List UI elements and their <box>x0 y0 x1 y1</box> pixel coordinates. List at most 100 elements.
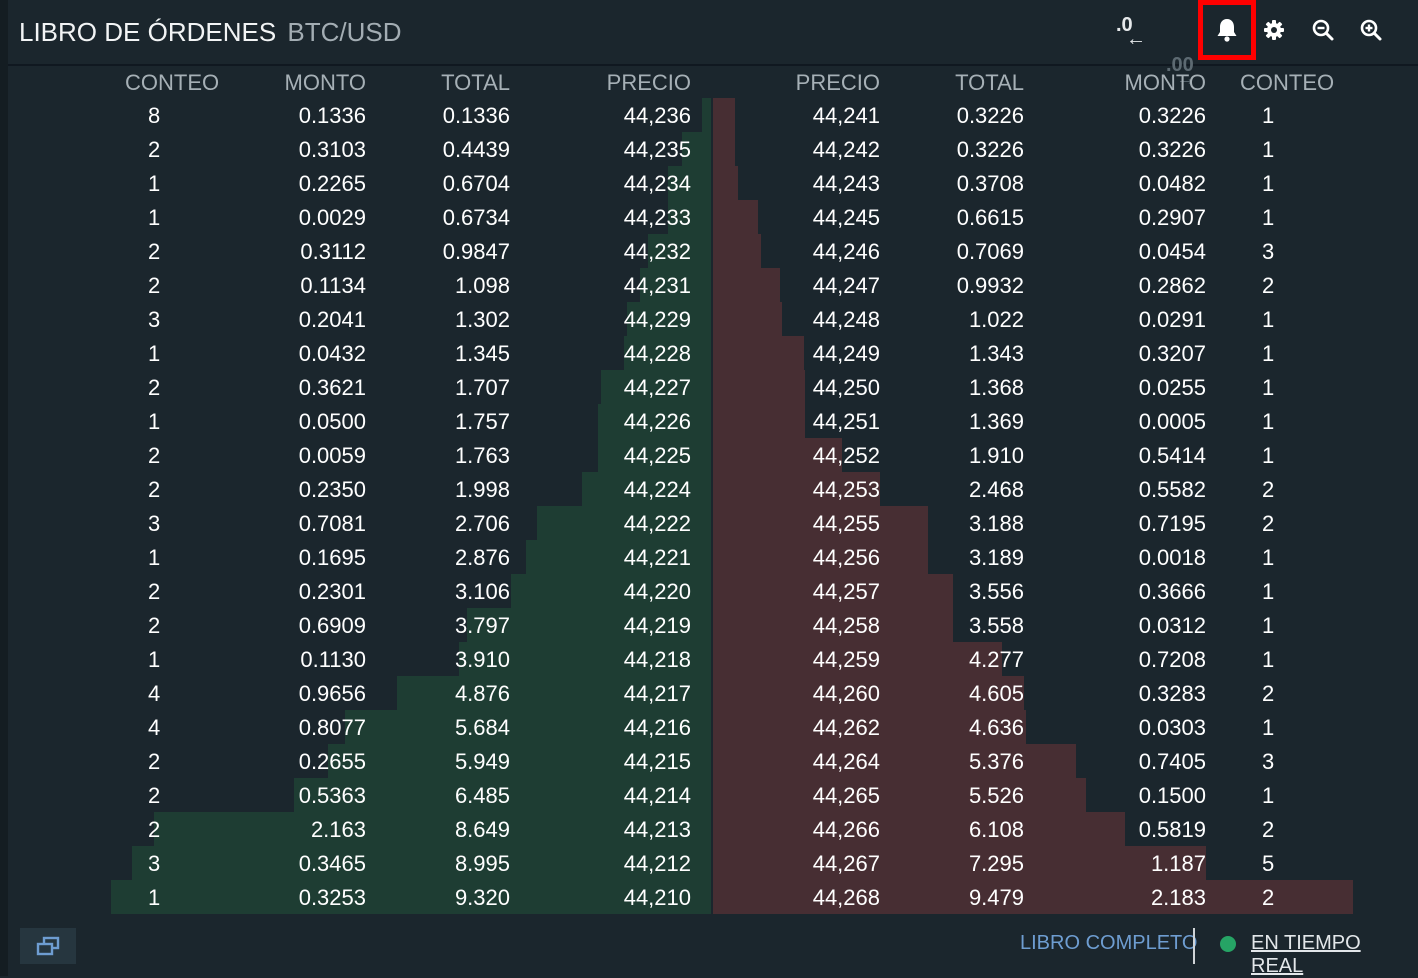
bid-total: 0.1336 <box>442 103 510 128</box>
bid-depth-bar <box>294 778 711 812</box>
bid-total: 8.995 <box>454 851 510 876</box>
ask-count: 1 <box>1262 103 1275 128</box>
ask-depth-bar <box>713 132 735 166</box>
bid-amount: 0.3465 <box>298 851 366 876</box>
zoom-in-button[interactable] <box>1353 10 1389 50</box>
bid-count: 1 <box>148 171 161 196</box>
asks-header-total: TOTAL <box>955 70 1024 95</box>
alerts-button[interactable] <box>1198 0 1256 60</box>
bid-total: 1.098 <box>454 273 510 298</box>
bid-total: 0.6734 <box>442 205 510 230</box>
full-book-link[interactable]: LIBRO COMPLETO <box>1020 932 1198 954</box>
ask-depth-bar <box>713 166 738 200</box>
bid-price: 44,212 <box>623 851 691 876</box>
ask-total: 4.605 <box>968 681 1024 706</box>
bid-total: 0.9847 <box>442 239 510 264</box>
bid-total: 5.684 <box>454 715 510 740</box>
increase-precision-button[interactable]: .00 → <box>1162 50 1198 90</box>
bid-depth-bar <box>328 744 711 778</box>
ask-depth-bar <box>713 880 1353 914</box>
bid-total: 6.485 <box>454 783 510 808</box>
bid-count: 1 <box>148 341 161 366</box>
ask-count: 2 <box>1262 273 1275 298</box>
bid-count: 2 <box>148 817 161 842</box>
bid-total: 5.949 <box>454 749 510 774</box>
bid-price: 44,218 <box>623 647 691 672</box>
ask-depth-bar <box>713 744 1076 778</box>
title-text: LIBRO DE ÓRDENES <box>19 17 277 47</box>
ask-amount: 2.183 <box>1150 885 1206 910</box>
ask-total: 4.277 <box>968 647 1024 672</box>
bid-depth-bar <box>511 574 711 608</box>
arrow-right-icon: → <box>1176 68 1196 90</box>
live-status-dot <box>1220 936 1236 952</box>
zoom-out-button[interactable] <box>1305 10 1341 50</box>
ask-total: 1.343 <box>968 341 1024 366</box>
bid-depth-bar <box>526 540 711 574</box>
ask-price: 44,253 <box>812 477 880 502</box>
bid-total: 0.6704 <box>442 171 510 196</box>
bid-amount: 0.2265 <box>298 171 366 196</box>
panel-title: LIBRO DE ÓRDENES BTC/USD <box>19 17 402 48</box>
ask-total: 1.369 <box>968 409 1024 434</box>
decrease-precision-button[interactable]: .0 ← <box>1112 10 1148 50</box>
popout-button[interactable] <box>20 928 76 964</box>
ask-count: 1 <box>1262 171 1275 196</box>
ask-price: 44,251 <box>812 409 880 434</box>
bid-price: 44,229 <box>623 307 691 332</box>
realtime-link[interactable]: EN TIEMPO REAL <box>1251 932 1361 977</box>
ask-amount: 0.0303 <box>1138 715 1206 740</box>
bid-count: 3 <box>148 851 161 876</box>
ask-total: 5.376 <box>968 749 1024 774</box>
bid-depth-bar <box>668 200 711 234</box>
arrow-left-icon: ← <box>1126 28 1146 50</box>
settings-button[interactable] <box>1256 10 1292 50</box>
bid-depth-bar <box>467 608 711 642</box>
bid-price: 44,225 <box>623 443 691 468</box>
ask-amount: 0.0255 <box>1138 375 1206 400</box>
ask-total: 3.189 <box>968 545 1024 570</box>
bid-depth-bar <box>598 404 711 438</box>
bid-price: 44,213 <box>623 817 691 842</box>
ask-depth-bar <box>713 336 804 370</box>
bid-total: 1.998 <box>454 477 510 502</box>
bid-price: 44,234 <box>623 171 691 196</box>
bid-price: 44,235 <box>623 137 691 162</box>
ask-depth-bar <box>713 642 1002 676</box>
ask-count: 2 <box>1262 885 1275 910</box>
ask-amount: 0.5414 <box>1138 443 1206 468</box>
bid-amount: 0.1336 <box>298 103 366 128</box>
bid-amount: 0.2350 <box>298 477 366 502</box>
ask-total: 1.910 <box>968 443 1024 468</box>
bid-total: 3.797 <box>454 613 510 638</box>
ask-price: 44,255 <box>812 511 880 536</box>
bid-total: 3.910 <box>454 647 510 672</box>
bid-price: 44,214 <box>623 783 691 808</box>
ask-count: 1 <box>1262 375 1275 400</box>
bid-amount: 0.3621 <box>298 375 366 400</box>
ask-price: 44,243 <box>812 171 880 196</box>
ask-price: 44,249 <box>812 341 880 366</box>
ask-depth-bar <box>713 302 782 336</box>
bid-count: 3 <box>148 307 161 332</box>
ask-amount: 0.7208 <box>1138 647 1206 672</box>
ask-total: 0.7069 <box>956 239 1024 264</box>
bid-count: 2 <box>148 613 161 638</box>
bid-count: 1 <box>148 409 161 434</box>
ask-total: 0.3226 <box>956 103 1024 128</box>
bid-count: 2 <box>148 579 161 604</box>
ask-price: 44,265 <box>812 783 880 808</box>
bid-amount: 0.6909 <box>298 613 366 638</box>
bid-total: 0.4439 <box>442 137 510 162</box>
bid-price: 44,215 <box>623 749 691 774</box>
ask-price: 44,257 <box>812 579 880 604</box>
ask-amount: 0.3666 <box>1138 579 1206 604</box>
bids-header-price: PRECIO <box>606 70 691 95</box>
bid-depth-bar <box>601 370 711 404</box>
bid-count: 2 <box>148 137 161 162</box>
ask-depth-bar <box>713 676 1024 710</box>
panel-edge <box>0 0 8 976</box>
bid-depth-bar <box>537 506 711 540</box>
bid-depth-bar <box>132 846 711 880</box>
bid-price: 44,224 <box>623 477 691 502</box>
